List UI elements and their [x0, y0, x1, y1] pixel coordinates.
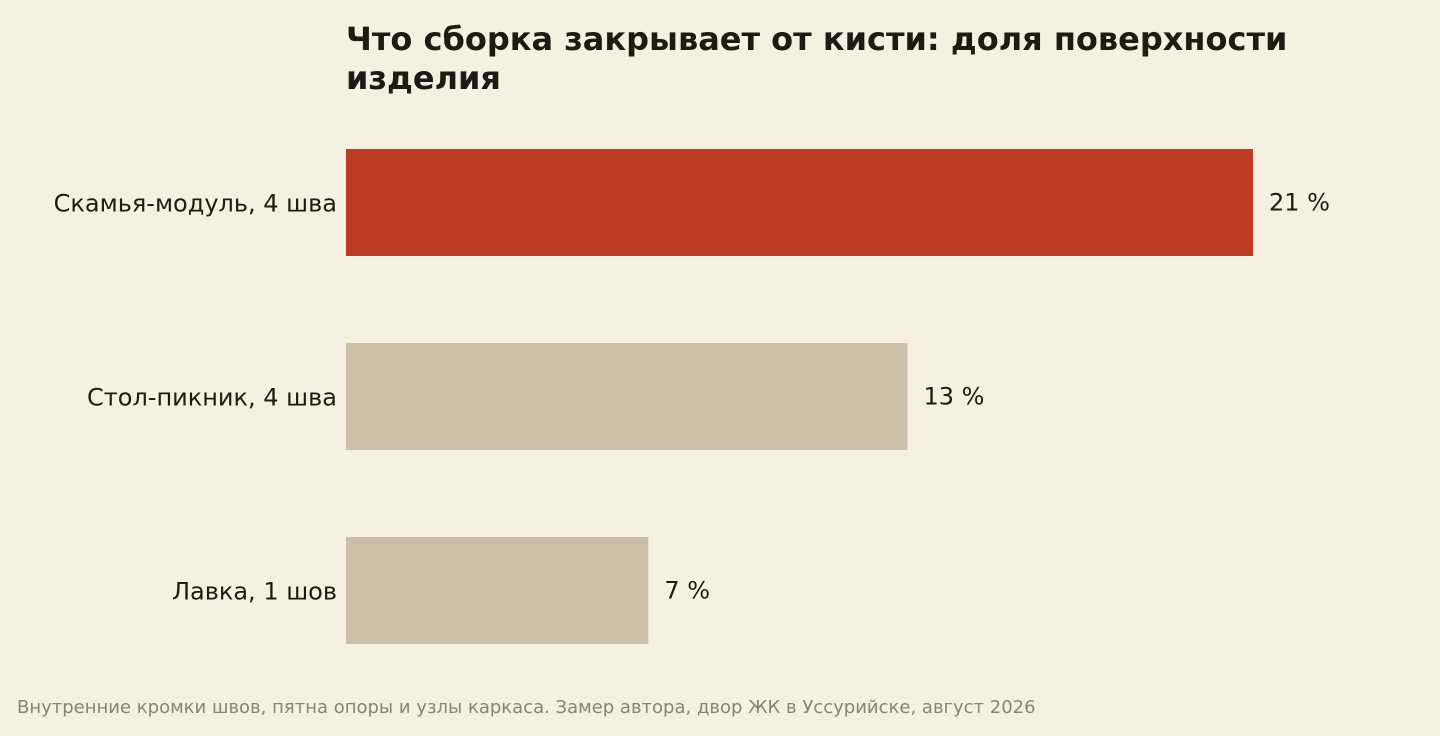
bar-0	[346, 149, 1253, 256]
category-label-1: Стол-пикник, 4 шва	[87, 384, 337, 412]
chart-title: Что сборка закрывает от кисти: доля пове…	[346, 20, 1288, 97]
bar-1	[346, 343, 908, 450]
bars-layer: Скамья-модуль, 4 шва 21 % Стол-пикник, 4 ш…	[54, 149, 1330, 644]
value-label-1: 13 %	[923, 383, 984, 411]
bar-2	[346, 537, 649, 644]
category-label-0: Скамья-модуль, 4 шва	[54, 190, 337, 218]
category-label-2: Лавка, 1 шов	[172, 578, 337, 606]
footnote: Внутренние кромки швов, пятна опоры и уз…	[17, 697, 1036, 718]
value-label-0: 21 %	[1269, 189, 1330, 217]
value-label-2: 7 %	[664, 577, 710, 605]
